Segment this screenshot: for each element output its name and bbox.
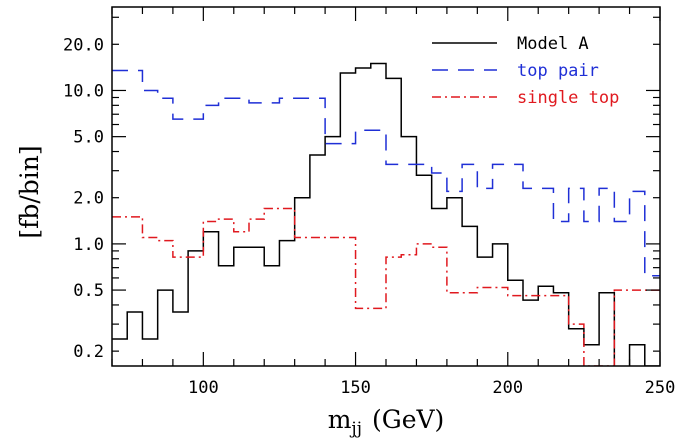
x-tick-label: 150 — [340, 378, 371, 398]
legend-label-top-pair: top pair — [517, 61, 599, 81]
axis-ticks — [111, 7, 661, 366]
x-axis-title-unit: (GeV) — [372, 405, 444, 434]
series-line-single-top — [112, 207, 660, 366]
legend: Model A top pair single top — [432, 34, 619, 108]
x-axis-title-main: m — [328, 405, 352, 434]
axis-tick-labels: 100 150 200 250 0.2 0.5 1.0 2.0 5.0 10.0 20.0 — [63, 35, 675, 398]
series-layer — [112, 62, 660, 366]
series-line-top-pair — [112, 69, 660, 277]
legend-label-model-a: Model A — [517, 34, 589, 54]
x-tick-label: 100 — [188, 378, 219, 398]
series-line-model-a — [112, 62, 660, 366]
y-tick-label: 0.5 — [73, 281, 104, 301]
x-tick-label: 200 — [492, 378, 523, 398]
y-tick-label: 2.0 — [73, 189, 104, 209]
y-tick-label: 5.0 — [73, 128, 104, 148]
y-tick-label: 1.0 — [73, 235, 104, 255]
legend-label-single-top: single top — [517, 88, 619, 108]
y-tick-label: 20.0 — [63, 35, 104, 55]
x-tick-label: 250 — [645, 378, 676, 398]
y-tick-label: 10.0 — [63, 81, 104, 101]
x-axis-title-subscript: jj — [349, 419, 362, 439]
y-axis-title: [fb/bin] — [15, 145, 44, 238]
y-tick-label: 0.2 — [73, 342, 104, 362]
x-axis-title: mjj (GeV) — [328, 405, 445, 439]
